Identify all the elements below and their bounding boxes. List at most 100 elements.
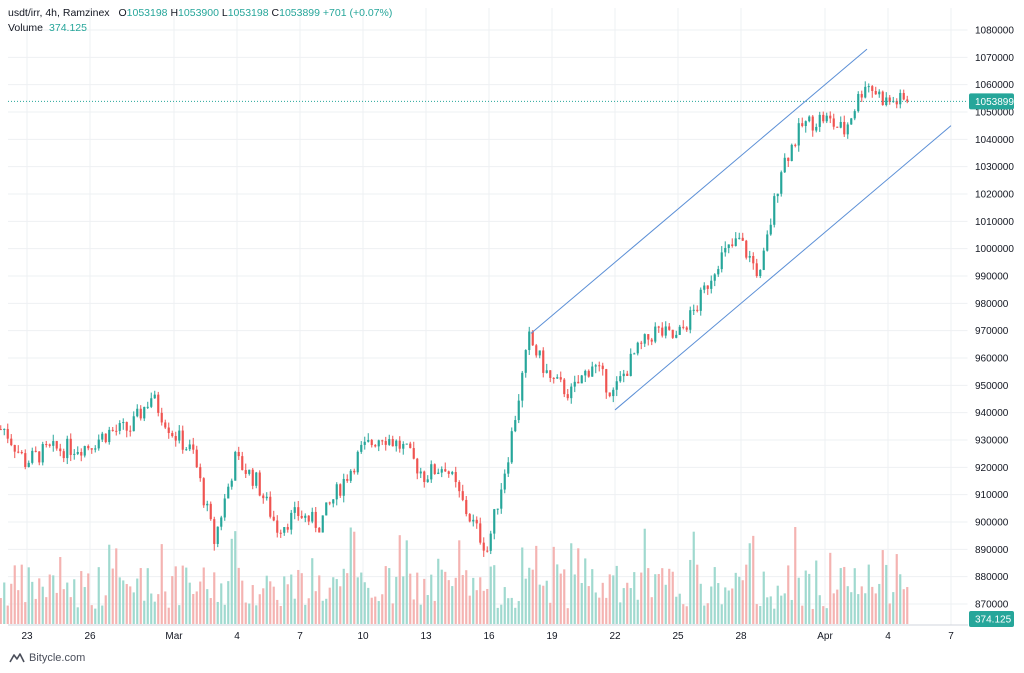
candle-body	[598, 365, 601, 367]
y-tick-label: 900000	[975, 518, 1009, 529]
volume-bar	[234, 531, 237, 624]
volume-bar	[381, 594, 384, 624]
y-tick-label: 1070000	[975, 53, 1014, 64]
volume-bar	[647, 568, 650, 624]
candle-body	[251, 469, 254, 486]
candle-body	[433, 464, 436, 475]
open-value: 1053198	[126, 7, 168, 19]
candle-body	[3, 428, 6, 430]
volume-bar	[465, 570, 468, 624]
brand-name[interactable]: Bitycle.com	[29, 652, 86, 664]
x-tick-label: 26	[84, 631, 96, 642]
volume-bar	[832, 593, 835, 624]
candle-body	[731, 244, 734, 246]
candle-body	[755, 263, 758, 277]
candle-body	[696, 309, 699, 311]
candle-body	[472, 519, 475, 522]
volume-bar	[433, 600, 436, 624]
candle-body	[444, 469, 447, 472]
candle-body	[815, 126, 818, 131]
volume-bar	[374, 596, 377, 624]
candle-body	[591, 366, 594, 377]
volume-bar	[829, 552, 832, 624]
volume-bar	[3, 582, 6, 624]
volume-bar	[458, 540, 461, 624]
volume-bar	[727, 590, 730, 624]
volume-bar	[346, 573, 349, 624]
candle-body	[587, 370, 590, 377]
bitycle-logo-icon	[9, 653, 25, 663]
volume-bar	[157, 594, 160, 624]
volume-bar	[321, 600, 324, 624]
candle-body	[255, 472, 258, 486]
volume-bar	[353, 531, 356, 624]
volume-bar	[48, 574, 51, 624]
candle-body	[545, 370, 548, 373]
volume-bar	[230, 538, 233, 624]
candle-body	[328, 502, 331, 504]
candle-body	[692, 309, 695, 311]
symbol-title[interactable]: usdt/irr, 4h, Ramzinex	[8, 7, 110, 19]
y-tick-label: 1060000	[975, 80, 1014, 91]
candle-body	[10, 438, 13, 446]
candle-body	[227, 486, 230, 499]
price-axis[interactable]: 870000 880000 890000 900000 910000 920000 9300…	[967, 8, 1014, 625]
candle-body	[178, 430, 181, 441]
volume-bar	[216, 601, 219, 624]
candle-body	[685, 327, 688, 330]
candle-body	[20, 452, 23, 454]
candle-body	[0, 429, 2, 431]
candle-body	[353, 470, 356, 473]
volume-bar	[521, 547, 524, 624]
time-axis[interactable]: 23 26 Mar 4 7 10 13 16 19 22 25 28 Apr 4 7	[8, 624, 968, 642]
volume-bar	[199, 581, 202, 624]
candle-body	[300, 515, 303, 518]
volume-bar	[328, 587, 331, 624]
candle-body	[906, 99, 909, 102]
volume-bar	[563, 569, 566, 624]
x-tick-label: 23	[21, 631, 33, 642]
volume-bar	[276, 599, 279, 624]
volume-bar	[409, 573, 412, 624]
candle-body	[563, 379, 566, 395]
volume-bar	[769, 596, 772, 624]
candle-body	[549, 370, 552, 378]
candle-body	[311, 511, 314, 522]
volume-bar	[696, 564, 699, 624]
candle-body	[430, 464, 433, 480]
volume-bar	[164, 591, 167, 624]
volume-bar	[671, 571, 674, 624]
volume-bar	[59, 556, 62, 624]
volume-bar	[496, 607, 499, 624]
candle-body	[654, 326, 657, 342]
x-tick-label: Apr	[817, 631, 833, 642]
channel-upper-line[interactable]	[530, 48, 868, 334]
volume-bar	[227, 581, 230, 624]
volume-bar	[650, 597, 653, 624]
volume-label[interactable]: Volume	[8, 22, 44, 34]
volume-bar	[76, 607, 79, 624]
volume-bar	[776, 585, 779, 624]
candle-body	[24, 453, 27, 467]
volume-bar	[860, 586, 863, 624]
candle-body	[689, 310, 692, 330]
volume-bar	[703, 605, 706, 624]
volume-bar	[605, 597, 608, 624]
volume-bar	[710, 586, 713, 624]
candle-body	[570, 386, 573, 399]
candle-body	[374, 445, 377, 447]
channel-lower-line[interactable]	[614, 125, 952, 411]
volume-bar	[601, 582, 604, 624]
candle-body	[458, 482, 461, 492]
candle-body	[307, 515, 310, 522]
volume-bar	[223, 604, 226, 624]
candle-body	[279, 532, 282, 534]
volume-bar	[619, 602, 622, 624]
candle-body	[244, 470, 247, 474]
candle-body	[118, 423, 121, 431]
candle-body	[195, 449, 198, 468]
candle-body	[6, 428, 9, 439]
candle-body	[451, 472, 454, 474]
x-tick-label: 28	[735, 631, 747, 642]
